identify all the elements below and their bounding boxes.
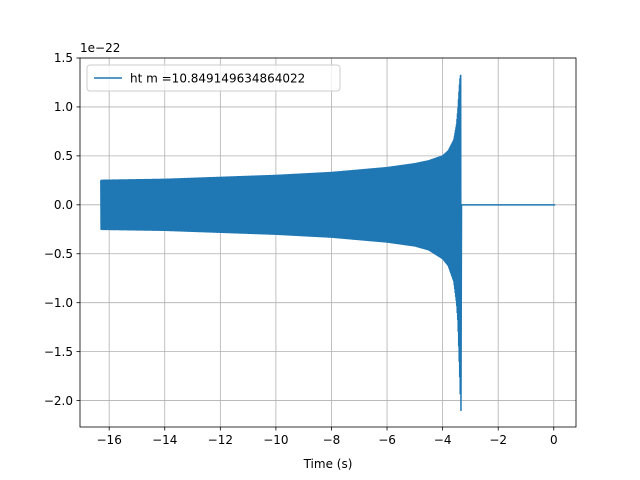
- y-tick-label: −1.5: [44, 345, 73, 359]
- series-line-ht: [100, 74, 556, 412]
- plot-area: [80, 58, 576, 427]
- legend-box: [86, 64, 341, 92]
- y-tick-label: 1.5: [54, 51, 73, 65]
- x-tick-label: −8: [323, 433, 341, 447]
- axes-frame: [79, 57, 577, 428]
- x-tick-label: −6: [378, 433, 396, 447]
- series-ht: [100, 74, 556, 412]
- x-axis-label: Time (s): [303, 457, 353, 471]
- x-tick-label: 0: [550, 433, 558, 447]
- y-tick-label: −0.5: [44, 247, 73, 261]
- x-tick-label: −14: [152, 433, 177, 447]
- x-tick-label: −2: [489, 433, 507, 447]
- y-tick-label: 1.0: [54, 100, 73, 114]
- legend: ht m =10.849149634864022: [86, 64, 341, 92]
- y-axis: −2.0 −1.5 −1.0 −0.5 0.0 0.5 1.0 1.5: [44, 51, 80, 408]
- x-tick-label: −4: [434, 433, 452, 447]
- y-tick-label: −2.0: [44, 394, 73, 408]
- x-axis: −16 −14 −12 −10 −8 −6 −4 −2 0: [97, 427, 558, 447]
- x-tick-label: −10: [263, 433, 288, 447]
- y-offset-label: 1e−22: [80, 41, 120, 55]
- x-tick-label: −12: [208, 433, 233, 447]
- y-tick-label: 0.5: [54, 149, 73, 163]
- x-tick-label: −16: [97, 433, 122, 447]
- y-tick-label: 0.0: [54, 198, 73, 212]
- legend-entry-ht: ht m =10.849149634864022: [130, 72, 305, 86]
- y-tick-label: −1.0: [44, 296, 73, 310]
